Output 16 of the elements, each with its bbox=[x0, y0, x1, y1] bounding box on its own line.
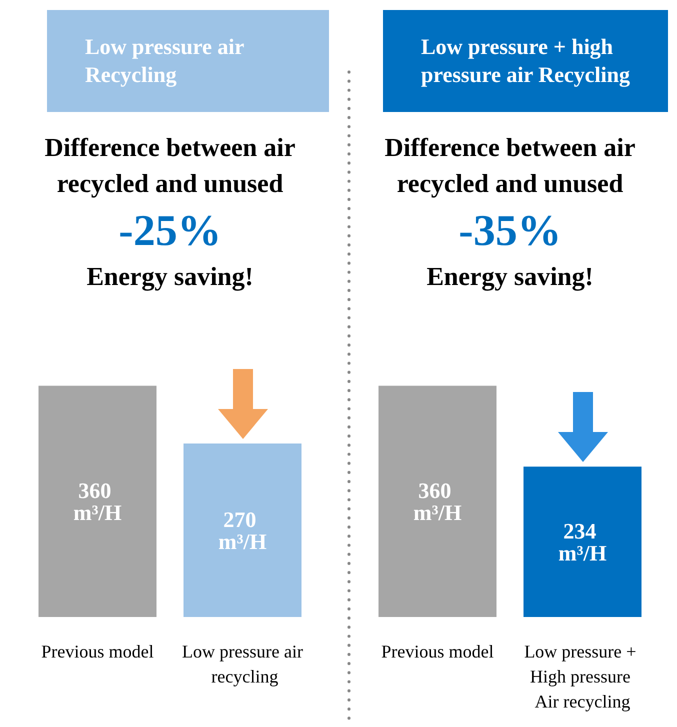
chart-title: Low pressure + high pressure air Recycling bbox=[383, 10, 668, 112]
x-tick-label: Low pressure air recycling bbox=[182, 642, 303, 686]
data-label: 234 m³/H bbox=[558, 518, 607, 566]
x-tick-label: Low pressure + High pressure Air recycling bbox=[524, 642, 641, 712]
text: -25% bbox=[118, 205, 222, 256]
data-label: 270 m³/H bbox=[218, 506, 267, 554]
text: Energy saving! bbox=[426, 262, 594, 292]
chart-subtitle: Difference between air recycled and unused bbox=[384, 132, 636, 200]
chart-subtitle: Difference between air recycled and unused bbox=[44, 132, 296, 200]
x-tick-label: Previous model bbox=[381, 642, 494, 662]
text: Energy saving! bbox=[86, 262, 254, 292]
data-label: 360 m³/H bbox=[413, 478, 462, 525]
data-label: 360 m³/H bbox=[73, 478, 122, 525]
chart-title: Low pressure air Recycling bbox=[47, 10, 329, 112]
text: -35% bbox=[458, 205, 562, 256]
x-tick-label: Previous model bbox=[41, 642, 154, 662]
